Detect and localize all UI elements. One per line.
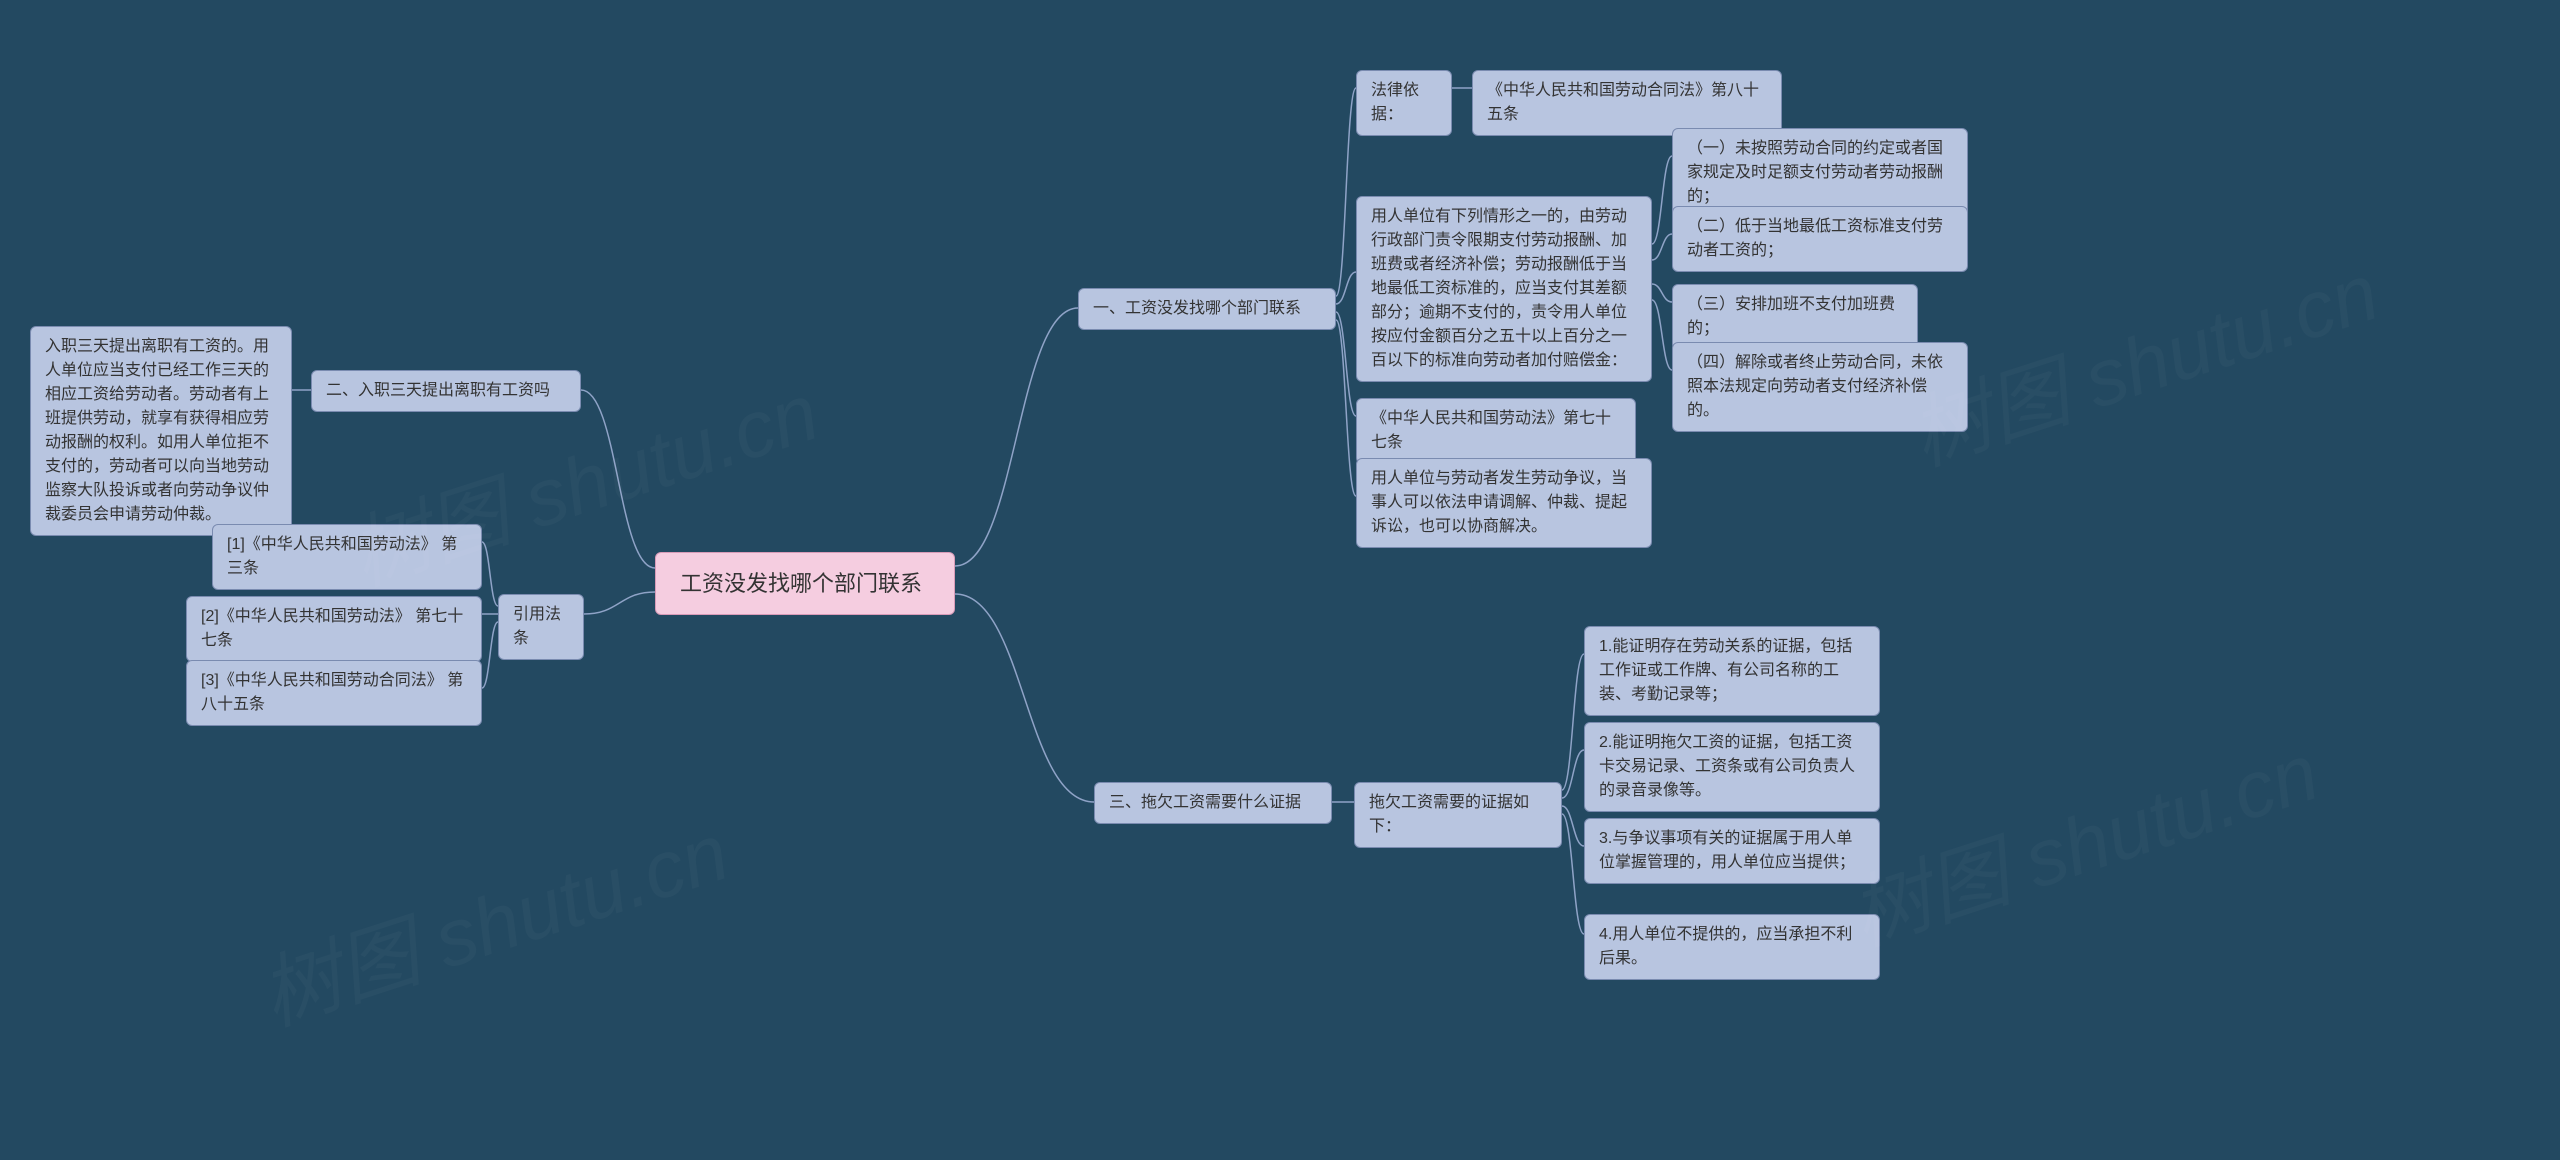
node-b1a[interactable]: 法律依据： — [1356, 70, 1452, 136]
node-b1b3[interactable]: （三）安排加班不支付加班费的； — [1672, 284, 1918, 350]
node-b1d[interactable]: 用人单位与劳动者发生劳动争议，当事人可以依法申请调解、仲裁、提起诉讼，也可以协商… — [1356, 458, 1652, 548]
node-b3a3[interactable]: 3.与争议事项有关的证据属于用人单位掌握管理的，用人单位应当提供； — [1584, 818, 1880, 884]
node-b3a2[interactable]: 2.能证明拖欠工资的证据，包括工资卡交易记录、工资条或有公司负责人的录音录像等。 — [1584, 722, 1880, 812]
node-b1b1[interactable]: （一）未按照劳动合同的约定或者国家规定及时足额支付劳动者劳动报酬的； — [1672, 128, 1968, 218]
node-b1b[interactable]: 用人单位有下列情形之一的，由劳动行政部门责令限期支付劳动报酬、加班费或者经济补偿… — [1356, 196, 1652, 382]
node-b1c[interactable]: 《中华人民共和国劳动法》第七十七条 — [1356, 398, 1636, 464]
node-b1b2[interactable]: （二）低于当地最低工资标准支付劳动者工资的； — [1672, 206, 1968, 272]
node-ref[interactable]: 引用法条 — [498, 594, 584, 660]
watermark: 树图 shutu.cn — [1894, 228, 2391, 488]
root-node[interactable]: 工资没发找哪个部门联系 — [655, 552, 955, 615]
node-r1[interactable]: [1]《中华人民共和国劳动法》 第三条 — [212, 524, 482, 590]
node-b3a4[interactable]: 4.用人单位不提供的，应当承担不利后果。 — [1584, 914, 1880, 980]
node-r3[interactable]: [3]《中华人民共和国劳动合同法》 第八十五条 — [186, 660, 482, 726]
node-b1b4[interactable]: （四）解除或者终止劳动合同，未依照本法规定向劳动者支付经济补偿的。 — [1672, 342, 1968, 432]
node-b1a1[interactable]: 《中华人民共和国劳动合同法》第八十五条 — [1472, 70, 1782, 136]
node-b3[interactable]: 三、拖欠工资需要什么证据 — [1094, 782, 1332, 824]
node-b3a1[interactable]: 1.能证明存在劳动关系的证据，包括工作证或工作牌、有公司名称的工装、考勤记录等； — [1584, 626, 1880, 716]
node-b3a[interactable]: 拖欠工资需要的证据如下： — [1354, 782, 1562, 848]
watermark: 树图 shutu.cn — [244, 788, 741, 1048]
node-b2a[interactable]: 入职三天提出离职有工资的。用人单位应当支付已经工作三天的相应工资给劳动者。劳动者… — [30, 326, 292, 536]
node-b1[interactable]: 一、工资没发找哪个部门联系 — [1078, 288, 1336, 330]
node-b2[interactable]: 二、入职三天提出离职有工资吗 — [311, 370, 581, 412]
node-r2[interactable]: [2]《中华人民共和国劳动法》 第七十七条 — [186, 596, 482, 662]
watermark: 树图 shutu.cn — [1834, 708, 2331, 968]
